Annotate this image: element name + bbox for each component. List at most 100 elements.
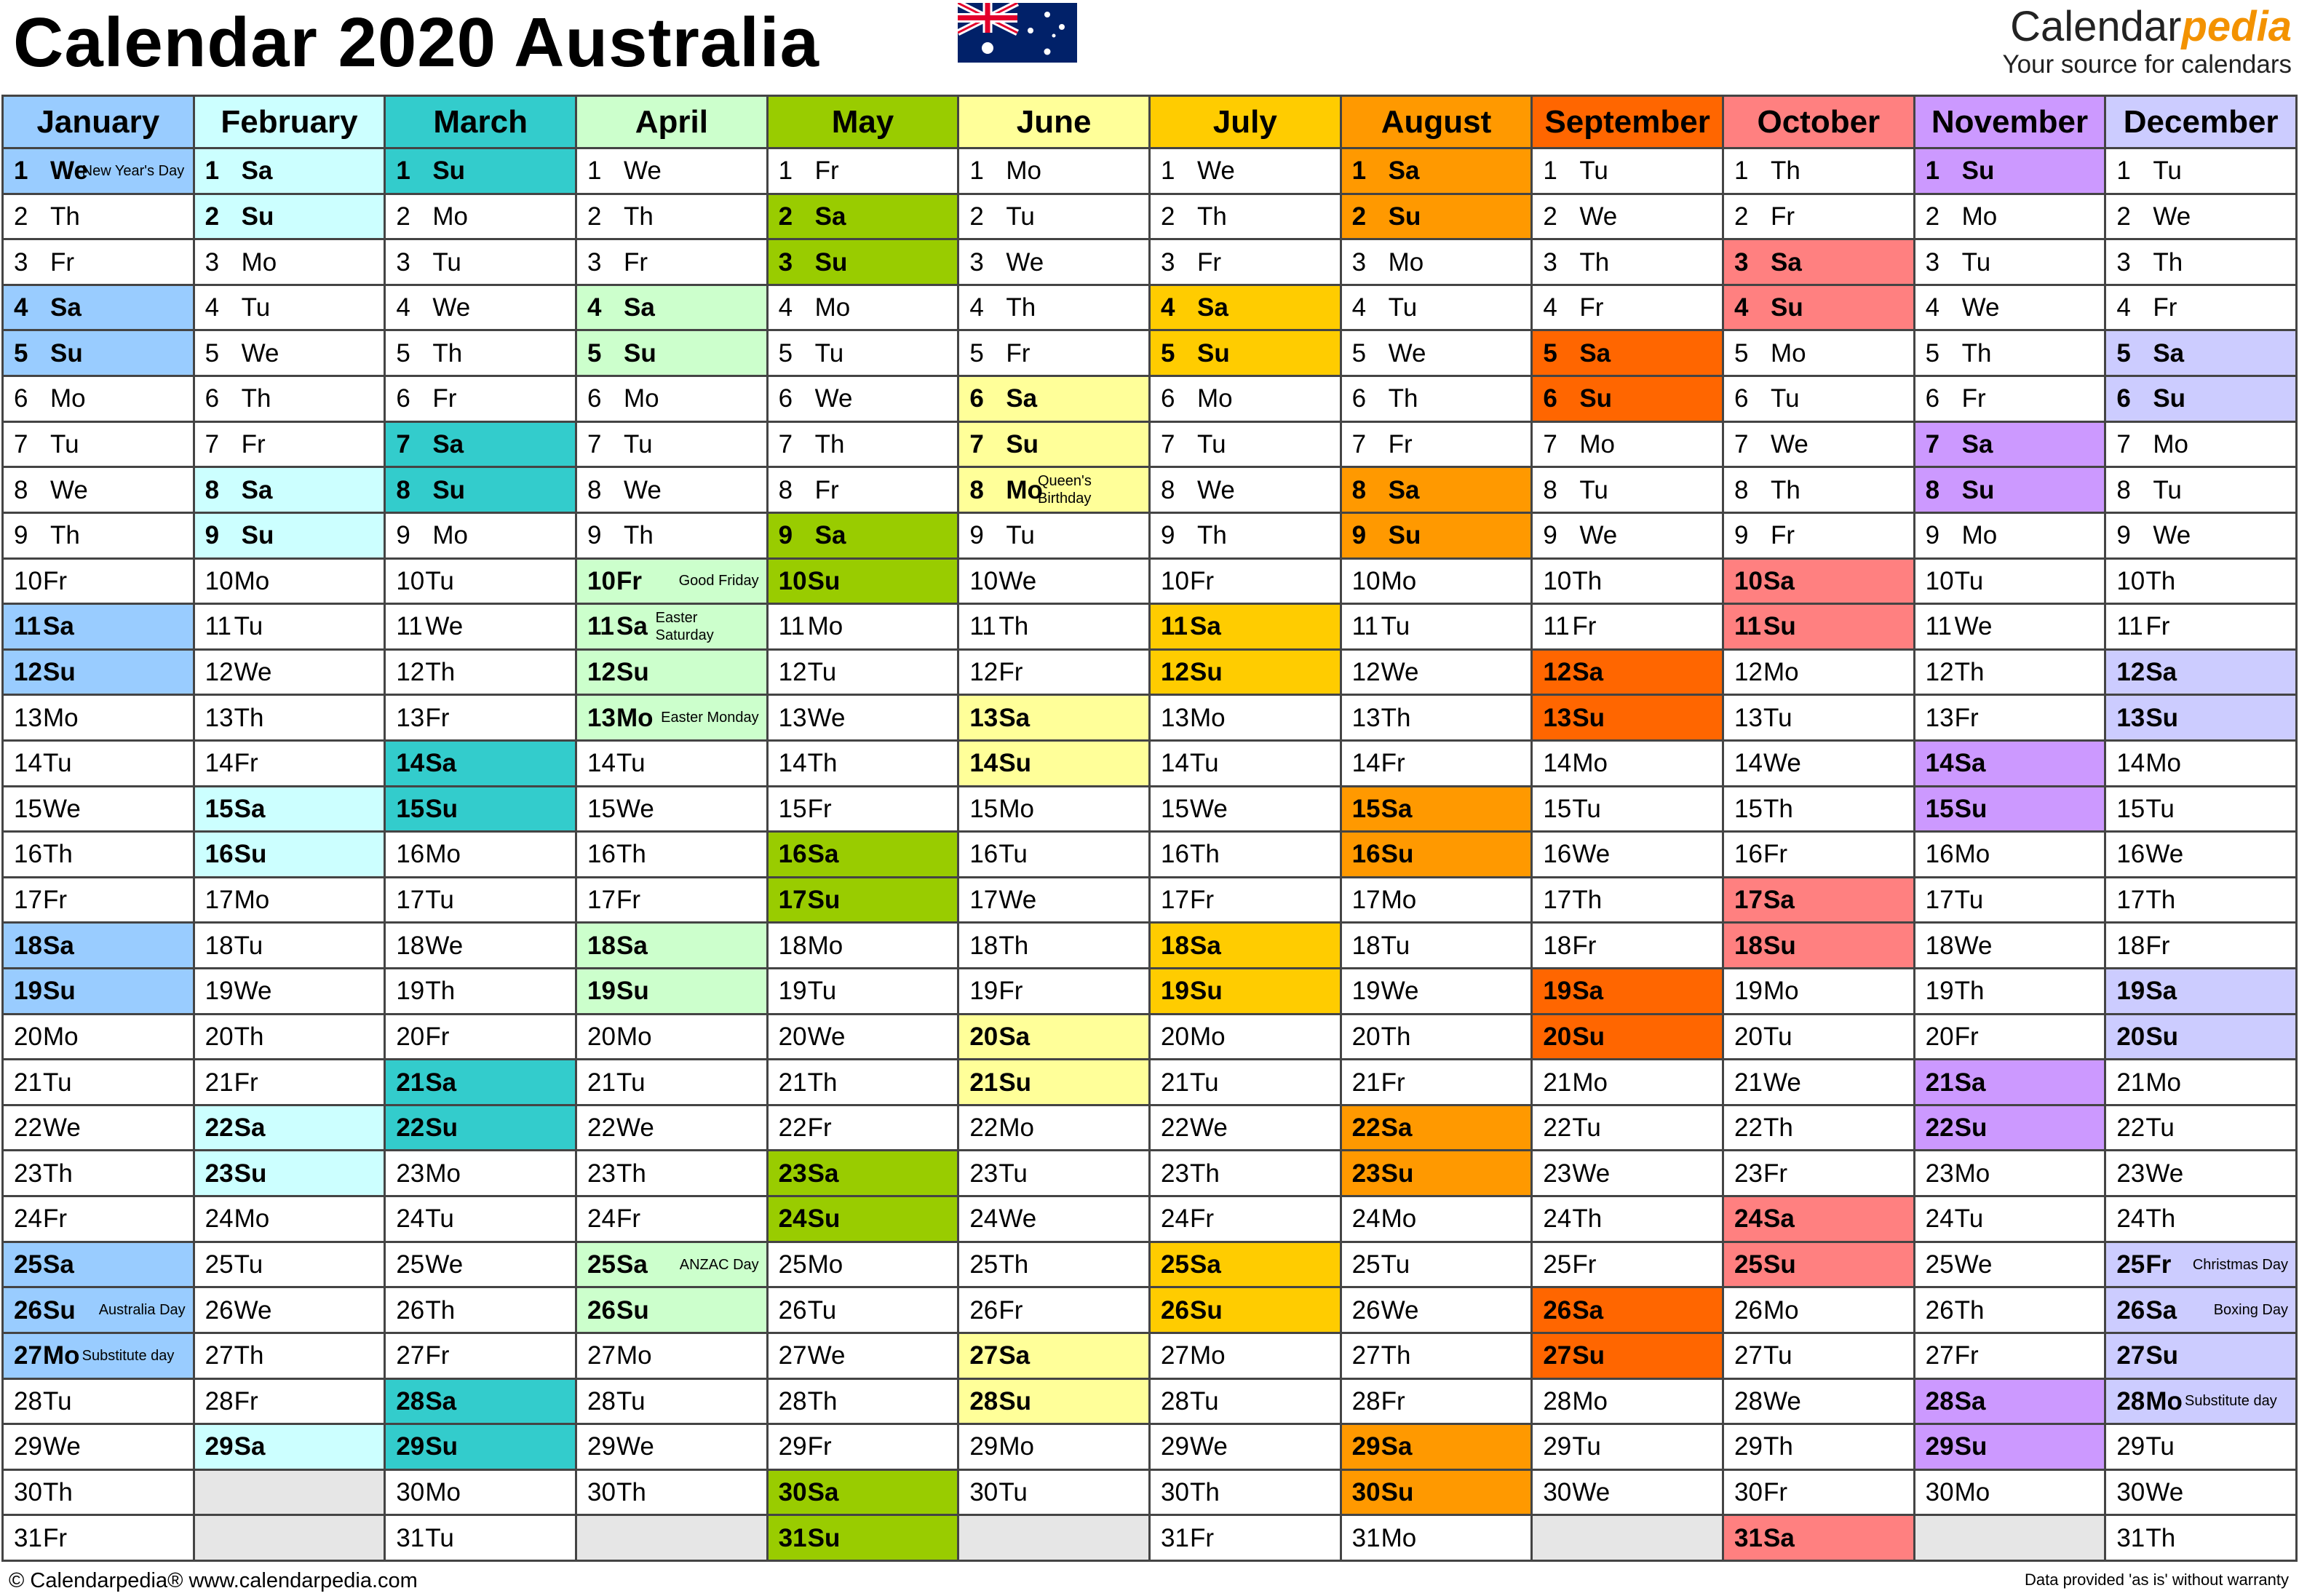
weekday-abbr: Th — [1572, 566, 1603, 595]
day-cell: 24 Mo — [1341, 1197, 1533, 1243]
weekday-abbr: Th — [432, 338, 463, 368]
weekday-abbr: Fr — [425, 1341, 450, 1370]
weekday-abbr: Tu — [1388, 293, 1418, 322]
day-number: 30 — [1543, 1478, 1572, 1507]
day-cell: 27 Mo — [1150, 1333, 1342, 1380]
weekday-abbr: Th — [623, 202, 654, 231]
day-number: 15 — [1543, 794, 1572, 823]
day-number: 22 — [14, 1113, 42, 1143]
day-cell: 1 Tu — [2106, 149, 2298, 195]
day-number: 18 — [587, 931, 616, 960]
weekday-abbr: Tu — [2145, 1432, 2175, 1461]
day-cell: 29 Sa — [194, 1425, 386, 1471]
day-number: 26 — [2116, 1295, 2145, 1325]
weekday-abbr: Tu — [807, 1295, 837, 1325]
day-number: 3 — [587, 247, 602, 277]
day-number: 28 — [14, 1386, 42, 1416]
brand-logo[interactable]: Calendarpedia Your source for calendars — [2002, 3, 2292, 79]
day-number: 24 — [1160, 1204, 1189, 1234]
day-number: 7 — [1351, 429, 1367, 458]
day-cell: 21 Tu — [4, 1060, 195, 1106]
day-cell: 25 Tu — [1341, 1242, 1533, 1289]
day-cell: 25 We — [386, 1242, 577, 1289]
day-number: 25 — [778, 1250, 807, 1279]
day-cell: 29 Th — [1723, 1425, 1915, 1471]
day-cell: 21 Sa — [1915, 1060, 2107, 1106]
weekday-abbr: We — [1579, 521, 1618, 550]
day-number: 9 — [1734, 521, 1749, 550]
day-cell: 10 Th — [1533, 559, 1724, 606]
day-cell: 17 Fr — [1150, 878, 1342, 924]
day-cell: 15 Mo — [959, 787, 1151, 833]
day-cell: 20 We — [768, 1015, 960, 1061]
day-number: 12 — [1925, 658, 1954, 687]
day-number: 22 — [969, 1113, 998, 1143]
weekday-abbr: We — [1196, 475, 1235, 504]
day-cell: 13 Fr — [386, 696, 577, 742]
day-number: 31 — [1351, 1523, 1381, 1552]
day-cell: 17 Sa — [1723, 878, 1915, 924]
day-cell: 4 Fr — [1533, 285, 1724, 332]
day-number: 21 — [2116, 1068, 2145, 1097]
day-number: 8 — [14, 475, 28, 504]
weekday-abbr: Su — [1006, 429, 1039, 458]
weekday-abbr: Th — [2145, 1204, 2176, 1234]
day-cell: 3 Su — [768, 240, 960, 286]
day-cell: 8 We — [576, 468, 769, 514]
weekday-abbr: We — [234, 1295, 272, 1325]
day-cell: 6 Th — [1341, 377, 1533, 423]
day-cell: 11 Sa — [1150, 605, 1342, 651]
day-number: 21 — [587, 1068, 616, 1097]
weekday-abbr: Fr — [998, 1295, 1023, 1325]
day-number: 22 — [396, 1113, 425, 1143]
day-number: 16 — [778, 840, 807, 869]
day-cell: 20 Mo — [576, 1015, 769, 1061]
weekday-abbr: We — [807, 1341, 846, 1370]
day-cell: 25 Sa — [4, 1242, 195, 1289]
day-cell: 3 Th — [1533, 240, 1724, 286]
day-number: 18 — [1734, 931, 1763, 960]
day-cell: 25 Fr Christmas Day — [2106, 1242, 2298, 1289]
day-number: 16 — [587, 840, 616, 869]
calendar-grid: January February March April May June July Augu… — [1, 95, 2298, 1562]
day-number: 27 — [1734, 1341, 1763, 1370]
day-cell: 30 Su — [1341, 1470, 1533, 1517]
day-number: 31 — [2116, 1523, 2145, 1552]
day-number: 25 — [1351, 1250, 1381, 1279]
day-number: 23 — [1351, 1159, 1381, 1188]
day-number: 22 — [778, 1113, 807, 1143]
day-number: 1 — [778, 156, 793, 186]
weekday-abbr: Su — [43, 977, 76, 1006]
day-cell: 29 Fr — [768, 1425, 960, 1471]
day-number: 19 — [587, 977, 616, 1006]
weekday-abbr: Fr — [425, 703, 450, 732]
day-number: 16 — [1925, 840, 1954, 869]
day-number: 1 — [1543, 156, 1557, 186]
day-number: 4 — [1543, 293, 1557, 322]
day-number: 1 — [1925, 156, 1940, 186]
weekday-abbr: Th — [2145, 1523, 2176, 1552]
weekday-abbr: Mo — [1579, 429, 1615, 458]
weekday-abbr: Sa — [807, 840, 839, 869]
day-number: 8 — [205, 475, 220, 504]
day-number: 6 — [1160, 384, 1175, 413]
weekday-abbr: Tu — [1189, 1068, 1219, 1097]
day-number: 15 — [587, 794, 616, 823]
day-cell: 10 We — [959, 559, 1151, 606]
day-cell: 11 Mo — [768, 605, 960, 651]
weekday-abbr: Sa — [1954, 1068, 1986, 1097]
day-number: 23 — [396, 1159, 425, 1188]
day-number: 13 — [14, 703, 42, 732]
day-cell: 14 Fr — [194, 741, 386, 787]
day-cell: 2 Su — [194, 194, 386, 241]
day-number: 11 — [1543, 612, 1570, 641]
weekday-abbr: Sa — [50, 293, 82, 322]
day-cell: 6 Mo — [576, 377, 769, 423]
weekday-abbr: Fr — [616, 886, 641, 915]
weekday-abbr: Fr — [1579, 293, 1604, 322]
day-cell: 30 We — [2106, 1470, 2298, 1517]
day-cell: 24 Su — [768, 1197, 960, 1243]
day-number: 6 — [1351, 384, 1367, 413]
day-number: 18 — [396, 931, 425, 960]
weekday-abbr: Tu — [1763, 1341, 1792, 1370]
